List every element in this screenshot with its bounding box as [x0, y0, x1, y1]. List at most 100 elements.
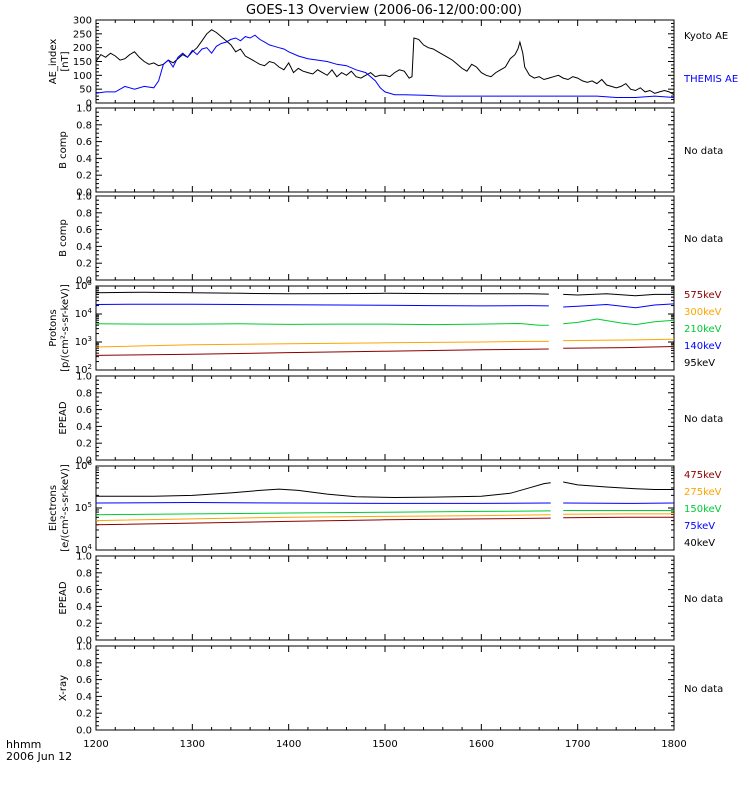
y-tick-exponent: 3: [88, 335, 92, 343]
y-axis-label: [e/(cm²-s-sr-keV)]: [60, 464, 71, 552]
figure-title: GOES-13 Overview (2006-06-12/00:00:00): [246, 3, 522, 18]
panel-bcomp2: 0.0 0.2 0.4 0.6 0.8 1.0 B comp No data: [58, 192, 723, 287]
series-line-themis-ae: [95, 34, 675, 98]
y-tick-label: 0.0: [76, 726, 92, 737]
panel-frame: [95, 195, 675, 281]
y-tick-exponent: 4: [88, 543, 93, 551]
y-tick-label: 1.0: [76, 642, 92, 653]
legend-entry: 300keV: [684, 307, 722, 318]
y-tick-label: 0.4: [76, 242, 92, 253]
y-tick-exponent: 5: [88, 501, 92, 509]
y-tick-label: 0.2: [76, 439, 92, 450]
y-tick-label: 0.6: [76, 585, 92, 596]
y-tick-label: 0.8: [76, 120, 92, 131]
y-tick-label: 105: [75, 501, 92, 514]
y-tick-exponent: 5: [88, 279, 92, 287]
y-tick-label: 0.0: [76, 276, 92, 287]
y-axis-label: B comp: [58, 131, 69, 169]
series-line-275kev: [95, 514, 551, 522]
y-tick-label: 0.0: [76, 636, 92, 647]
y-tick-label: 150: [73, 57, 92, 68]
y-tick-label: 0.2: [76, 171, 92, 182]
y-axis-label: AE_index: [48, 39, 59, 85]
y-tick-label: 0.4: [76, 602, 92, 613]
series-line-40kev: [96, 482, 551, 499]
no-data-label: No data: [684, 684, 723, 695]
series-line-75kev: [95, 501, 551, 504]
panel-epead1: 0.0 0.2 0.4 0.6 0.8 1.0 EPEAD No data: [58, 372, 723, 467]
y-tick-label: 1.0: [76, 192, 92, 203]
y-tick-label: 103: [75, 335, 92, 348]
no-data-label: No data: [684, 146, 723, 157]
y-tick-label: 50: [79, 85, 92, 96]
series-line-kyoto-ae: [95, 29, 675, 96]
y-axis-label: [nT]: [60, 51, 71, 71]
y-tick-exponent: 4: [88, 307, 93, 315]
x-axis-label-date: 2006 Jun 12: [6, 750, 72, 763]
y-tick-label: 200: [73, 43, 92, 54]
panel-bcomp1: 0.0 0.2 0.4 0.6 0.8 1.0 B comp No data: [58, 104, 723, 199]
y-tick-label: 0.8: [76, 208, 92, 219]
y-tick-label: 300: [73, 16, 92, 27]
y-tick-label: 0.0: [76, 188, 92, 199]
y-tick-label: 0.2: [76, 259, 92, 270]
y-axis-label: Electrons: [48, 485, 59, 531]
series-line-95kev: [95, 291, 549, 295]
panel-frame: [95, 645, 675, 731]
y-tick-label: 0.6: [76, 405, 92, 416]
panels-group: 0 50 100 150 200 250 300 AE_index [nT] Kyoto AE TH…: [48, 16, 738, 737]
y-tick-label: 250: [73, 29, 92, 40]
x-tick-label: 1500: [372, 739, 397, 750]
x-tick-label: 1400: [276, 739, 301, 750]
x-tick-label: 1200: [83, 739, 108, 750]
y-tick-label: 0.2: [76, 709, 92, 720]
y-tick-label: 0.8: [76, 658, 92, 669]
legend-entry: 95keV: [684, 358, 715, 369]
y-tick-exponent: 2: [88, 363, 92, 371]
y-axis-label: EPEAD: [58, 581, 69, 615]
y-tick-label: 0.4: [76, 154, 92, 165]
panel-epead2: 0.0 0.2 0.4 0.6 0.8 1.0 EPEAD No data: [58, 552, 723, 647]
y-tick-label: 0.6: [76, 137, 92, 148]
series-line-95kev: [563, 293, 674, 297]
legend-entry: 40keV: [684, 538, 715, 549]
legend-entry: 575keV: [684, 290, 722, 301]
panel-frame: [95, 555, 675, 641]
series-line-300kev: [563, 338, 675, 342]
series-line-575kev: [95, 348, 549, 356]
series-line-575kev: [563, 346, 675, 349]
y-axis-label: B comp: [58, 219, 69, 257]
y-tick-label: 105: [75, 279, 92, 292]
no-data-label: No data: [684, 414, 723, 425]
legend-entry: 140keV: [684, 341, 722, 352]
series-line-475kev: [563, 516, 674, 519]
y-tick-label: 0.4: [76, 422, 92, 433]
y-tick-label: 0.8: [76, 568, 92, 579]
y-tick-label: 106: [75, 459, 93, 472]
series-line-475kev: [95, 517, 551, 526]
x-axis: 1200 1300 1400 1500 1600 1700 1800: [83, 739, 686, 750]
y-axis-label: X-ray: [58, 675, 69, 701]
x-tick-label: 1700: [565, 739, 590, 750]
series-line-210kev: [563, 318, 675, 326]
y-tick-label: 0: [86, 99, 92, 110]
y-tick-label: 0.2: [76, 619, 92, 630]
series-line-210kev: [95, 322, 549, 326]
legend-entry: 150keV: [684, 504, 722, 515]
y-tick-exponent: 6: [88, 459, 93, 467]
y-tick-label: 100: [73, 71, 92, 82]
panel-frame: [95, 375, 675, 461]
series-line-150kev: [95, 510, 551, 516]
y-tick-label: 1.0: [76, 552, 92, 563]
legend-entry: 210keV: [684, 324, 722, 335]
series-line-140kev: [95, 303, 549, 307]
y-axis-label: EPEAD: [58, 401, 69, 435]
x-tick-label: 1600: [469, 739, 494, 750]
y-tick-label: 0.0: [76, 456, 92, 467]
legend-entry: 75keV: [684, 521, 715, 532]
y-tick-label: 0.8: [76, 388, 92, 399]
panel-frame: [95, 19, 675, 104]
legend-entry: THEMIS AE: [683, 74, 738, 85]
